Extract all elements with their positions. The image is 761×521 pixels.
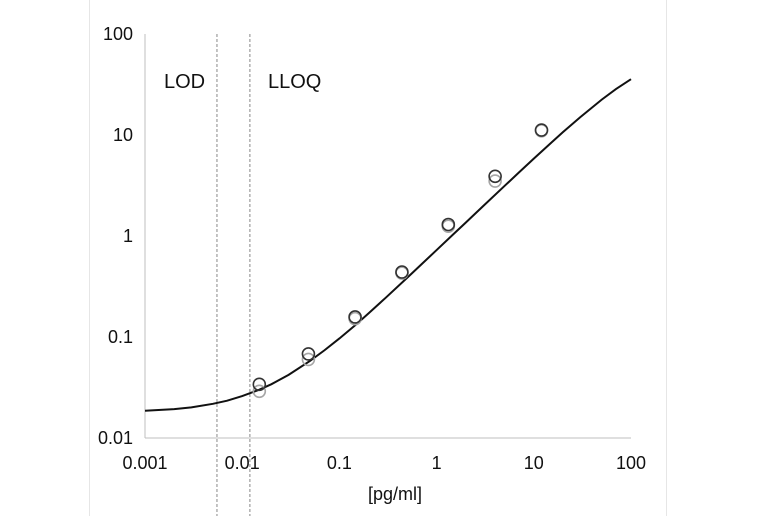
reference-labels: LOD LLOQ <box>164 71 321 93</box>
data-point-rep2 <box>252 384 267 399</box>
reference-label-lod: LOD <box>164 71 205 93</box>
x-tick-label: 0.01 <box>225 453 260 473</box>
data-points <box>252 123 549 399</box>
data-point-rep1 <box>395 265 409 279</box>
reference-label-lloq: LLOQ <box>268 71 321 93</box>
y-tick-label: 1 <box>123 226 133 246</box>
y-tick-label: 10 <box>113 125 133 145</box>
axes <box>144 34 631 439</box>
data-point-rep2 <box>301 352 316 367</box>
y-tick-label: 0.1 <box>108 327 133 347</box>
x-axis-title: [pg/ml] <box>368 484 422 504</box>
fit-curve-line <box>144 78 632 412</box>
data-point-rep1 <box>441 217 456 232</box>
left-edge-rule <box>89 0 90 516</box>
data-point-rep2 <box>488 174 502 188</box>
data-point-rep1 <box>534 123 549 137</box>
x-tick-label: 1 <box>432 453 442 473</box>
data-point-rep1 <box>301 347 316 361</box>
data-point-rep1 <box>348 310 362 324</box>
x-tick-labels: 0.001 0.01 0.1 1 10 100 <box>122 453 646 473</box>
x-tick-label: 10 <box>524 453 544 473</box>
x-tick-label: 0.001 <box>122 453 167 473</box>
y-tick-label: 0.01 <box>98 428 133 448</box>
x-tick-label: 0.1 <box>327 453 352 473</box>
data-point-rep1 <box>252 377 267 392</box>
x-tick-label: 100 <box>616 453 646 473</box>
reference-lines <box>216 34 251 516</box>
y-tick-label: 100 <box>103 24 133 44</box>
y-tick-labels: 0.01 0.1 1 10 100 <box>98 24 133 448</box>
data-point-rep1 <box>488 169 502 184</box>
right-edge-rule <box>666 0 667 516</box>
